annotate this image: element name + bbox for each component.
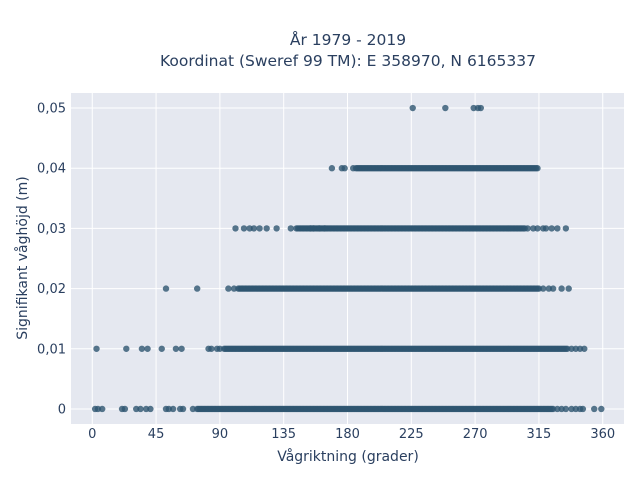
data-point [225, 285, 232, 292]
chart-title-line1: År 1979 - 2019 [290, 30, 406, 49]
y-tick-label: 0,05 [37, 102, 66, 117]
x-tick-label: 0 [88, 427, 96, 442]
data-point [162, 285, 170, 292]
data-point [315, 225, 323, 232]
x-tick-label: 225 [399, 427, 424, 442]
data-point [169, 405, 177, 413]
data-point [216, 345, 224, 352]
data-point [178, 345, 185, 352]
data-point [558, 285, 565, 292]
data-point [524, 225, 531, 232]
x-tick-labels: 0 45 90 135 180 225 270 315 360 [88, 427, 615, 442]
x-tick-label: 180 [335, 427, 360, 442]
data-point [98, 405, 106, 413]
data-point [591, 405, 598, 413]
data-point [121, 405, 129, 413]
data-point [549, 285, 557, 292]
data-point [328, 165, 336, 172]
data-point [548, 225, 555, 232]
data-point [232, 225, 239, 232]
data-point [534, 225, 541, 232]
data-point [138, 345, 146, 352]
data-point [137, 405, 144, 413]
data-point [442, 104, 449, 112]
data-point [273, 225, 280, 232]
x-tick-label: 45 [148, 427, 165, 442]
y-tick-label: 0,03 [37, 222, 66, 237]
x-tick-label: 135 [271, 427, 296, 442]
data-point [565, 285, 572, 292]
y-axis-title: Signifikant våghöjd (m) [14, 176, 31, 339]
data-point [349, 165, 357, 172]
data-point [287, 225, 294, 232]
x-tick-label: 90 [212, 427, 229, 442]
x-tick-label: 315 [527, 427, 552, 442]
data-point [230, 285, 238, 292]
data-point [172, 345, 180, 352]
data-point [208, 345, 215, 352]
data-point [123, 345, 130, 352]
data-point [534, 165, 541, 172]
data-points [91, 104, 605, 413]
data-point [193, 285, 201, 292]
data-point [341, 165, 348, 172]
data-point [256, 225, 263, 232]
data-point [147, 405, 154, 413]
y-tick-label: 0 [58, 402, 66, 417]
data-point [598, 405, 605, 413]
data-point [581, 345, 588, 352]
data-point [542, 225, 550, 232]
x-tick-label: 360 [590, 427, 615, 442]
data-point [193, 405, 201, 413]
y-tick-label: 0,04 [37, 162, 66, 177]
data-point [144, 345, 151, 352]
data-point [158, 345, 165, 352]
data-point [562, 225, 570, 232]
data-point [477, 104, 484, 112]
data-point [539, 285, 547, 292]
data-point [562, 405, 570, 413]
data-point [240, 225, 248, 232]
x-axis-title: Vågriktning (grader) [277, 448, 419, 465]
data-point [250, 225, 258, 232]
data-point [93, 345, 100, 352]
data-point [179, 405, 187, 413]
data-point [263, 225, 270, 232]
data-point [321, 225, 329, 232]
data-point [579, 405, 587, 413]
data-point [310, 225, 317, 232]
data-point [409, 104, 416, 112]
y-tick-labels: 0 0,01 0,02 0,03 0,04 0,05 [37, 102, 66, 418]
data-point [554, 225, 561, 232]
chart-title-line2: Koordinat (Sweref 99 TM): E 358970, N 61… [160, 52, 536, 70]
y-tick-label: 0,02 [37, 282, 66, 297]
y-tick-label: 0,01 [37, 342, 66, 357]
x-tick-label: 270 [463, 427, 488, 442]
